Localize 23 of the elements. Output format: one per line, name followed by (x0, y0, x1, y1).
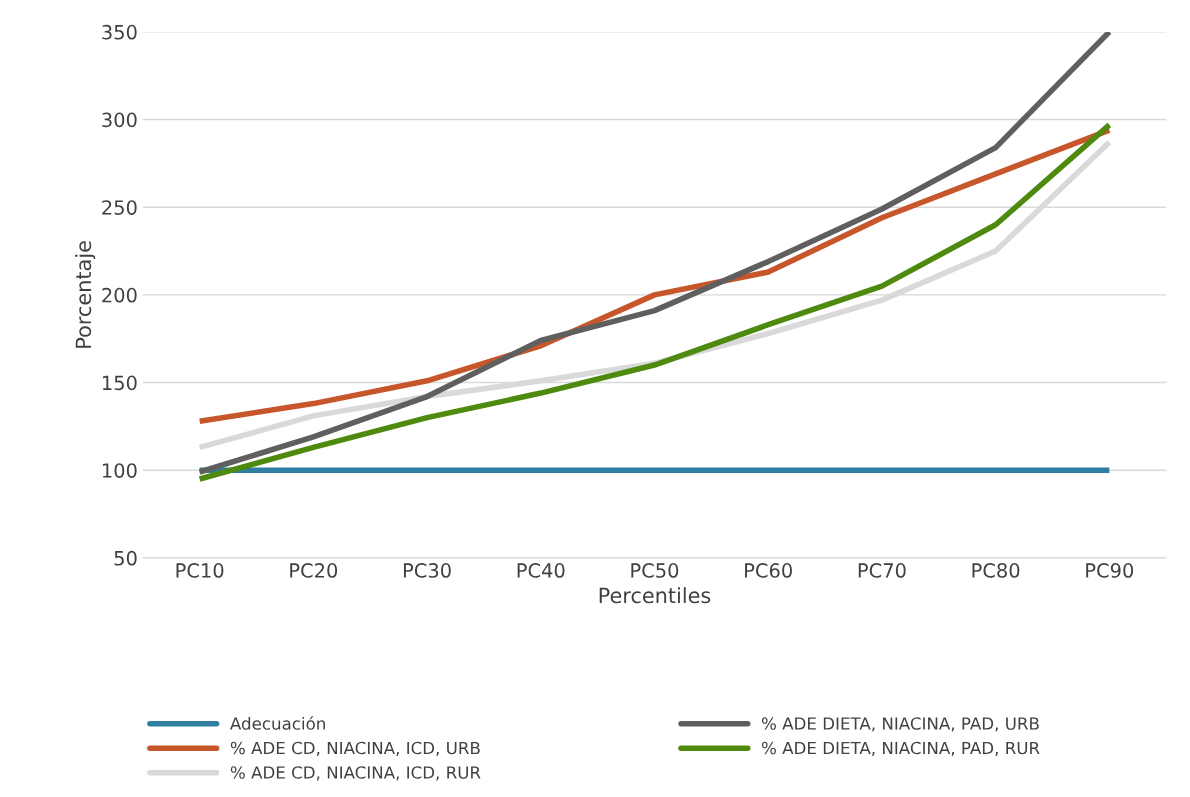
legend-label: % ADE DIETA, NIACINA, PAD, URB (761, 717, 1039, 732)
legend-label: Adecuación (230, 716, 325, 730)
y-tick-label: 250 (102, 200, 137, 215)
y-tick-label: 50 (114, 550, 137, 566)
y-tick-label: 100 (102, 463, 137, 478)
y-tick-label: 350 (102, 24, 137, 40)
x-axis-title: Percentiles (599, 587, 711, 604)
x-tick-label: PC80 (972, 563, 1020, 578)
legend-label: % ADE CD, NIACINA, ICD, URB (230, 741, 480, 757)
legend-label: % ADE DIETA, NIACINA, PAD, RUR (761, 741, 1040, 757)
legend-label: % ADE CD, NIACINA, ICD, RUR (230, 766, 481, 781)
x-tick-label: PC10 (176, 563, 224, 578)
x-tick-label: PC70 (858, 563, 906, 578)
y-axis-title: Porcentaje (75, 241, 96, 348)
x-tick-label: PC20 (290, 563, 338, 578)
y-tick-label: 300 (102, 112, 137, 128)
y-tick-label: 200 (102, 287, 137, 303)
x-tick-label: PC30 (403, 563, 451, 578)
y-tick-label: 150 (102, 375, 137, 391)
x-tick-label: PC40 (517, 563, 565, 578)
x-tick-label: PC90 (1086, 563, 1134, 578)
x-tick-label: PC50 (631, 563, 679, 578)
x-tick-label: PC60 (745, 563, 792, 578)
